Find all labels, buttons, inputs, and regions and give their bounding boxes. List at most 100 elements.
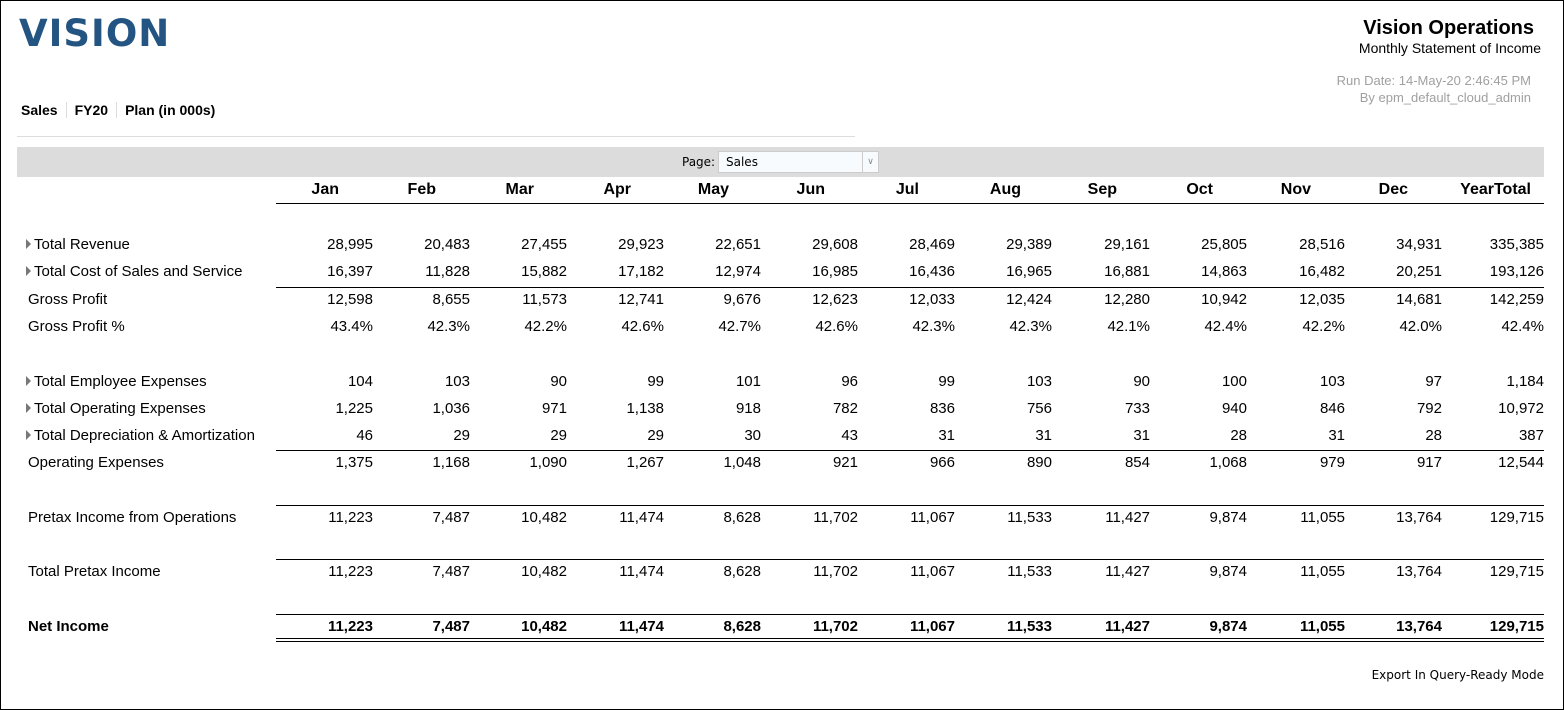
data-cell: 11,474 (619, 509, 664, 526)
data-cell: 9,874 (1209, 563, 1247, 580)
page-select-value: Sales (726, 155, 758, 169)
data-cell: 1,168 (432, 454, 470, 471)
data-cell: 25,805 (1201, 236, 1247, 253)
data-cell: 11,533 (1007, 509, 1052, 526)
row-label-text: Total Cost of Sales and Service (34, 263, 243, 280)
row-label-text: Total Pretax Income (28, 563, 161, 580)
data-cell: 28,995 (327, 236, 373, 253)
data-cell: 1,267 (626, 454, 664, 471)
data-cell: 20,251 (1396, 263, 1442, 280)
data-cell: 1,036 (432, 400, 470, 417)
data-cell: 14,863 (1201, 263, 1247, 280)
data-cell: 846 (1319, 400, 1345, 417)
row-label[interactable]: Total Cost of Sales and Service (26, 263, 242, 280)
row-rule (276, 287, 1544, 288)
data-cell: 11,067 (910, 563, 955, 580)
row-label: Total Pretax Income (28, 563, 161, 580)
data-cell: 12,741 (618, 291, 664, 308)
data-cell: 27,455 (521, 236, 567, 253)
data-cell: 12,280 (1104, 291, 1150, 308)
data-cell: 13,764 (1396, 509, 1442, 526)
data-cell: 16,881 (1104, 263, 1150, 280)
data-cell: 11,067 (910, 509, 955, 526)
data-cell: 28 (1425, 427, 1442, 444)
data-cell: 11,533 (1007, 563, 1052, 580)
row-label-text: Operating Expenses (28, 454, 164, 471)
row-label[interactable]: Total Employee Expenses (26, 373, 207, 390)
page-select[interactable]: Sales ∨ (718, 151, 879, 173)
data-cell: 42.4% (1501, 318, 1544, 335)
data-cell: 8,655 (432, 291, 470, 308)
column-header: Nov (1280, 181, 1311, 198)
data-cell: 10,972 (1498, 400, 1544, 417)
data-cell: 11,055 (1300, 563, 1345, 580)
row-label-text: Net Income (28, 618, 109, 635)
data-cell: 890 (1026, 454, 1052, 471)
row-label-text: Gross Profit (28, 291, 108, 308)
double-underline (276, 641, 1544, 642)
data-cell: 979 (1319, 454, 1345, 471)
data-cell: 792 (1416, 400, 1442, 417)
data-cell: 11,702 (813, 563, 858, 580)
data-cell: 103 (444, 373, 470, 390)
data-cell: 1,138 (626, 400, 664, 417)
column-header: Feb (407, 181, 436, 198)
data-cell: 16,397 (327, 263, 373, 280)
data-cell: 31 (1133, 427, 1150, 444)
data-cell: 11,427 (1105, 509, 1150, 526)
data-cell: 46 (356, 427, 373, 444)
data-cell: 103 (1026, 373, 1052, 390)
data-cell: 11,223 (328, 563, 373, 580)
data-cell: 8,628 (723, 509, 761, 526)
chevron-down-icon[interactable]: ∨ (862, 152, 878, 172)
data-cell: 43.4% (330, 318, 373, 335)
data-cell: 129,715 (1489, 509, 1544, 526)
data-cell: 31 (938, 427, 955, 444)
data-cell: 966 (929, 454, 955, 471)
expand-triangle-icon[interactable] (26, 239, 31, 249)
run-date: Run Date: 14-May-20 2:46:45 PM (1336, 73, 1531, 88)
data-cell: 7,487 (432, 509, 470, 526)
row-label[interactable]: Total Depreciation & Amortization (26, 427, 255, 444)
data-cell: 10,482 (521, 509, 567, 526)
data-cell: 100 (1221, 373, 1247, 390)
column-header: Oct (1186, 181, 1213, 198)
column-header: Apr (603, 181, 631, 198)
data-cell: 13,764 (1396, 563, 1442, 580)
expand-triangle-icon[interactable] (26, 403, 31, 413)
data-cell: 13,764 (1396, 618, 1442, 635)
column-header: Dec (1378, 181, 1408, 198)
column-header: May (697, 181, 729, 198)
data-cell: 7,487 (432, 618, 470, 635)
row-label[interactable]: Total Operating Expenses (26, 400, 206, 417)
data-cell: 11,055 (1299, 618, 1345, 635)
data-cell: 29,608 (812, 236, 858, 253)
data-cell: 103 (1319, 373, 1345, 390)
data-cell: 12,623 (812, 291, 858, 308)
report-title: Vision Operations (1363, 17, 1534, 39)
data-cell: 42.4% (1204, 318, 1247, 335)
data-cell: 11,427 (1104, 618, 1150, 635)
expand-triangle-icon[interactable] (26, 430, 31, 440)
row-label: Pretax Income from Operations (28, 509, 236, 526)
expand-triangle-icon[interactable] (26, 266, 31, 276)
data-cell: 101 (735, 373, 761, 390)
data-cell: 104 (347, 373, 373, 390)
data-cell: 11,474 (618, 618, 664, 635)
row-label[interactable]: Total Revenue (26, 236, 130, 253)
data-cell: 29 (453, 427, 470, 444)
data-cell: 42.6% (621, 318, 664, 335)
data-cell: 11,223 (328, 509, 373, 526)
data-cell: 11,223 (327, 618, 373, 635)
expand-triangle-icon[interactable] (26, 376, 31, 386)
data-cell: 29,161 (1104, 236, 1150, 253)
data-cell: 42.3% (427, 318, 470, 335)
export-query-ready-link[interactable]: Export In Query-Ready Mode (1371, 668, 1544, 682)
column-header: Mar (505, 181, 534, 198)
data-cell: 11,067 (909, 618, 955, 635)
divider (17, 136, 855, 137)
data-cell: 10,942 (1201, 291, 1247, 308)
data-cell: 1,048 (723, 454, 761, 471)
data-cell: 29,389 (1006, 236, 1052, 253)
pov-year: FY20 (74, 102, 109, 118)
